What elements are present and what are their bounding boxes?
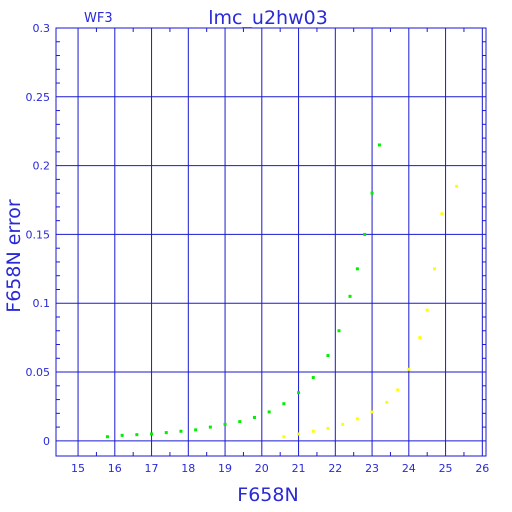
y-tick-label: 0.2 bbox=[33, 160, 51, 173]
x-tick-label: 23 bbox=[365, 462, 379, 475]
green-point bbox=[355, 267, 359, 271]
green-point bbox=[363, 232, 367, 236]
plot-frame bbox=[55, 27, 487, 457]
yellow-point bbox=[433, 267, 437, 271]
yellow-point bbox=[407, 367, 411, 371]
yellow-point bbox=[326, 426, 330, 430]
grid bbox=[56, 27, 486, 456]
green-point bbox=[326, 354, 330, 358]
x-tick-label: 20 bbox=[255, 462, 269, 475]
yellow-point bbox=[418, 336, 422, 340]
y-tick-label: 0 bbox=[43, 435, 50, 448]
yellow-point bbox=[440, 212, 444, 216]
green-point bbox=[267, 410, 271, 414]
yellow-point bbox=[282, 435, 286, 439]
x-tick-label: 21 bbox=[292, 462, 306, 475]
x-tick-label: 17 bbox=[145, 462, 159, 475]
green-series bbox=[105, 143, 381, 439]
yellow-point bbox=[425, 308, 429, 312]
green-point bbox=[223, 422, 227, 426]
ticks: 15 16 17 18 19 20 21 22 23 24 25 26 0 0.05 0.1 0.15 0.2 0… bbox=[26, 22, 490, 475]
green-point bbox=[208, 425, 212, 429]
chart-subtitle: WF3 bbox=[84, 11, 113, 26]
green-point bbox=[252, 415, 256, 419]
x-tick-label: 19 bbox=[218, 462, 232, 475]
green-point bbox=[337, 329, 341, 333]
yellow-point bbox=[355, 417, 359, 421]
green-point bbox=[370, 191, 374, 195]
green-point bbox=[194, 428, 198, 432]
x-tick-label: 15 bbox=[71, 462, 85, 475]
yellow-point bbox=[455, 184, 459, 188]
green-point bbox=[150, 432, 154, 436]
x-axis-label: F658N bbox=[237, 484, 298, 506]
green-point bbox=[105, 435, 109, 439]
yellow-point bbox=[385, 400, 389, 404]
yellow-point bbox=[311, 429, 315, 433]
green-point bbox=[348, 294, 352, 298]
green-point bbox=[282, 402, 286, 406]
y-tick-label: 0.15 bbox=[26, 228, 51, 241]
y-tick-label: 0.05 bbox=[26, 366, 51, 379]
yellow-point bbox=[297, 432, 301, 436]
green-point bbox=[311, 376, 315, 380]
x-tick-label: 25 bbox=[439, 462, 453, 475]
green-point bbox=[120, 433, 124, 437]
yellow-point bbox=[341, 422, 345, 426]
y-tick-label: 0.25 bbox=[26, 91, 51, 104]
green-point bbox=[135, 433, 139, 437]
y-tick-label: 0.3 bbox=[33, 22, 51, 35]
green-point bbox=[238, 420, 242, 424]
yellow-series bbox=[282, 184, 459, 439]
y-axis-label: F658N error bbox=[3, 199, 25, 313]
x-tick-label: 16 bbox=[108, 462, 122, 475]
y-tick-label: 0.1 bbox=[33, 297, 51, 310]
x-tick-label: 26 bbox=[475, 462, 489, 475]
x-tick-label: 18 bbox=[181, 462, 195, 475]
series-layer bbox=[105, 143, 459, 439]
x-tick-label: 22 bbox=[328, 462, 342, 475]
x-tick-label: 24 bbox=[402, 462, 416, 475]
green-point bbox=[377, 143, 381, 147]
green-point bbox=[164, 431, 168, 435]
yellow-point bbox=[370, 410, 374, 414]
chart-title: lmc_u2hw03 bbox=[208, 7, 328, 29]
green-point bbox=[179, 429, 183, 433]
yellow-point bbox=[396, 388, 400, 392]
green-point bbox=[297, 391, 301, 395]
